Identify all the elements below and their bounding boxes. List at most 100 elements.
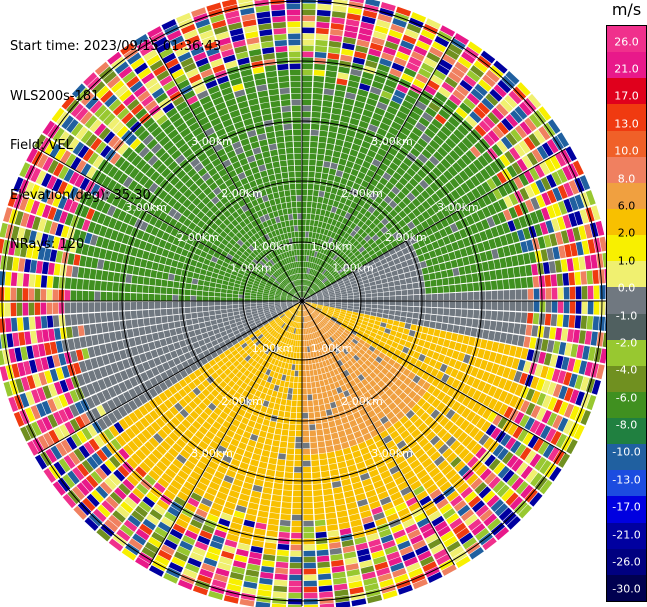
radar-gate — [393, 435, 403, 445]
radar-gate — [250, 344, 257, 351]
radar-gate — [362, 263, 370, 269]
radar-gate — [431, 203, 441, 214]
radar-gate — [421, 267, 429, 275]
radar-gate — [202, 301, 209, 307]
radar-gate — [319, 380, 325, 387]
radar-gate — [431, 515, 445, 527]
radar-gate — [318, 361, 324, 369]
radar-gate — [331, 388, 338, 396]
radar-gate — [311, 298, 318, 300]
radar-gate — [365, 270, 373, 276]
radar-gate — [317, 295, 324, 298]
radar-gate — [309, 370, 314, 377]
radar-gate — [334, 309, 341, 313]
radar-gate — [514, 411, 525, 425]
radar-gate — [319, 603, 335, 607]
radar-gate — [72, 362, 82, 375]
radar-gate — [298, 328, 301, 335]
radar-gate — [334, 322, 341, 328]
radar-gate — [106, 312, 114, 322]
radar-gate — [517, 429, 529, 443]
radar-gate — [116, 340, 125, 351]
radar-gate — [273, 482, 283, 490]
radar-gate — [455, 84, 470, 97]
radar-gate — [304, 346, 308, 353]
radar-gate — [512, 218, 522, 230]
radar-gate — [360, 231, 368, 239]
radar-gate — [288, 320, 293, 326]
radar-gate — [170, 416, 181, 427]
radar-gate — [398, 210, 407, 219]
radar-gate — [402, 196, 411, 206]
radar-gate — [436, 130, 448, 142]
radar-gate — [407, 475, 419, 486]
radar-gate — [280, 301, 287, 304]
radar-gate — [271, 312, 278, 317]
radar-gate — [108, 261, 116, 272]
radar-gate — [367, 124, 378, 133]
radar-gate — [491, 107, 505, 121]
radar-gate — [106, 291, 113, 301]
radar-gate — [276, 318, 282, 324]
radar-gate — [486, 178, 497, 190]
radar-gate — [598, 316, 606, 331]
radar-gate — [349, 254, 356, 261]
radar-gate — [224, 324, 232, 331]
radar-gate — [386, 551, 401, 561]
radar-gate — [234, 413, 243, 422]
radar-gate — [497, 417, 508, 430]
radar-gate — [590, 362, 599, 378]
radar-gate — [268, 363, 274, 370]
radar-gate — [251, 375, 258, 382]
radar-gate — [282, 316, 288, 322]
radar-gate — [360, 259, 368, 266]
radar-gate — [458, 170, 470, 182]
radar-gate — [497, 447, 509, 461]
radar-gate — [454, 276, 461, 284]
radar-gate — [323, 347, 329, 354]
radar-gate — [493, 259, 501, 270]
radar-gate — [496, 365, 506, 377]
radar-gate — [190, 336, 198, 344]
radar-gate — [164, 410, 175, 420]
radar-gate — [505, 70, 520, 85]
radar-gate — [327, 257, 333, 264]
radar-gate — [178, 307, 185, 314]
radar-gate — [268, 343, 274, 350]
radar-gate — [36, 402, 47, 418]
radar-gate — [318, 579, 332, 587]
radar-gate — [405, 277, 413, 284]
radar-gate — [303, 472, 312, 479]
radar-gate — [493, 400, 503, 413]
radar-gate — [333, 286, 340, 291]
radar-gate — [397, 507, 410, 518]
radar-gate — [304, 322, 307, 329]
radar-gate — [363, 483, 375, 493]
radar-gate — [351, 257, 358, 264]
radar-gate — [52, 236, 61, 250]
radar-gate — [239, 366, 247, 374]
radar-gate — [563, 301, 570, 314]
radar-gate — [261, 450, 270, 458]
radar-gate — [385, 272, 393, 278]
radar-gate — [552, 414, 563, 430]
radar-gate — [191, 450, 202, 460]
radar-gate — [492, 480, 506, 494]
radar-gate — [298, 310, 300, 317]
radar-gate — [316, 258, 321, 265]
radar-gate — [395, 237, 404, 245]
radar-gate — [226, 495, 238, 505]
radar-gate — [560, 230, 570, 244]
radar-gate — [368, 538, 381, 548]
radar-gate — [257, 467, 267, 475]
radar-gate — [340, 115, 350, 123]
radar-gate — [357, 330, 364, 336]
radar-gate — [454, 61, 469, 74]
radar-gate — [167, 280, 174, 288]
radar-gate — [332, 254, 338, 261]
radar-gate — [272, 597, 287, 605]
radar-gate — [371, 550, 385, 559]
radar-gate — [286, 303, 293, 306]
radar-gate — [106, 281, 113, 292]
radar-gate — [149, 410, 160, 421]
